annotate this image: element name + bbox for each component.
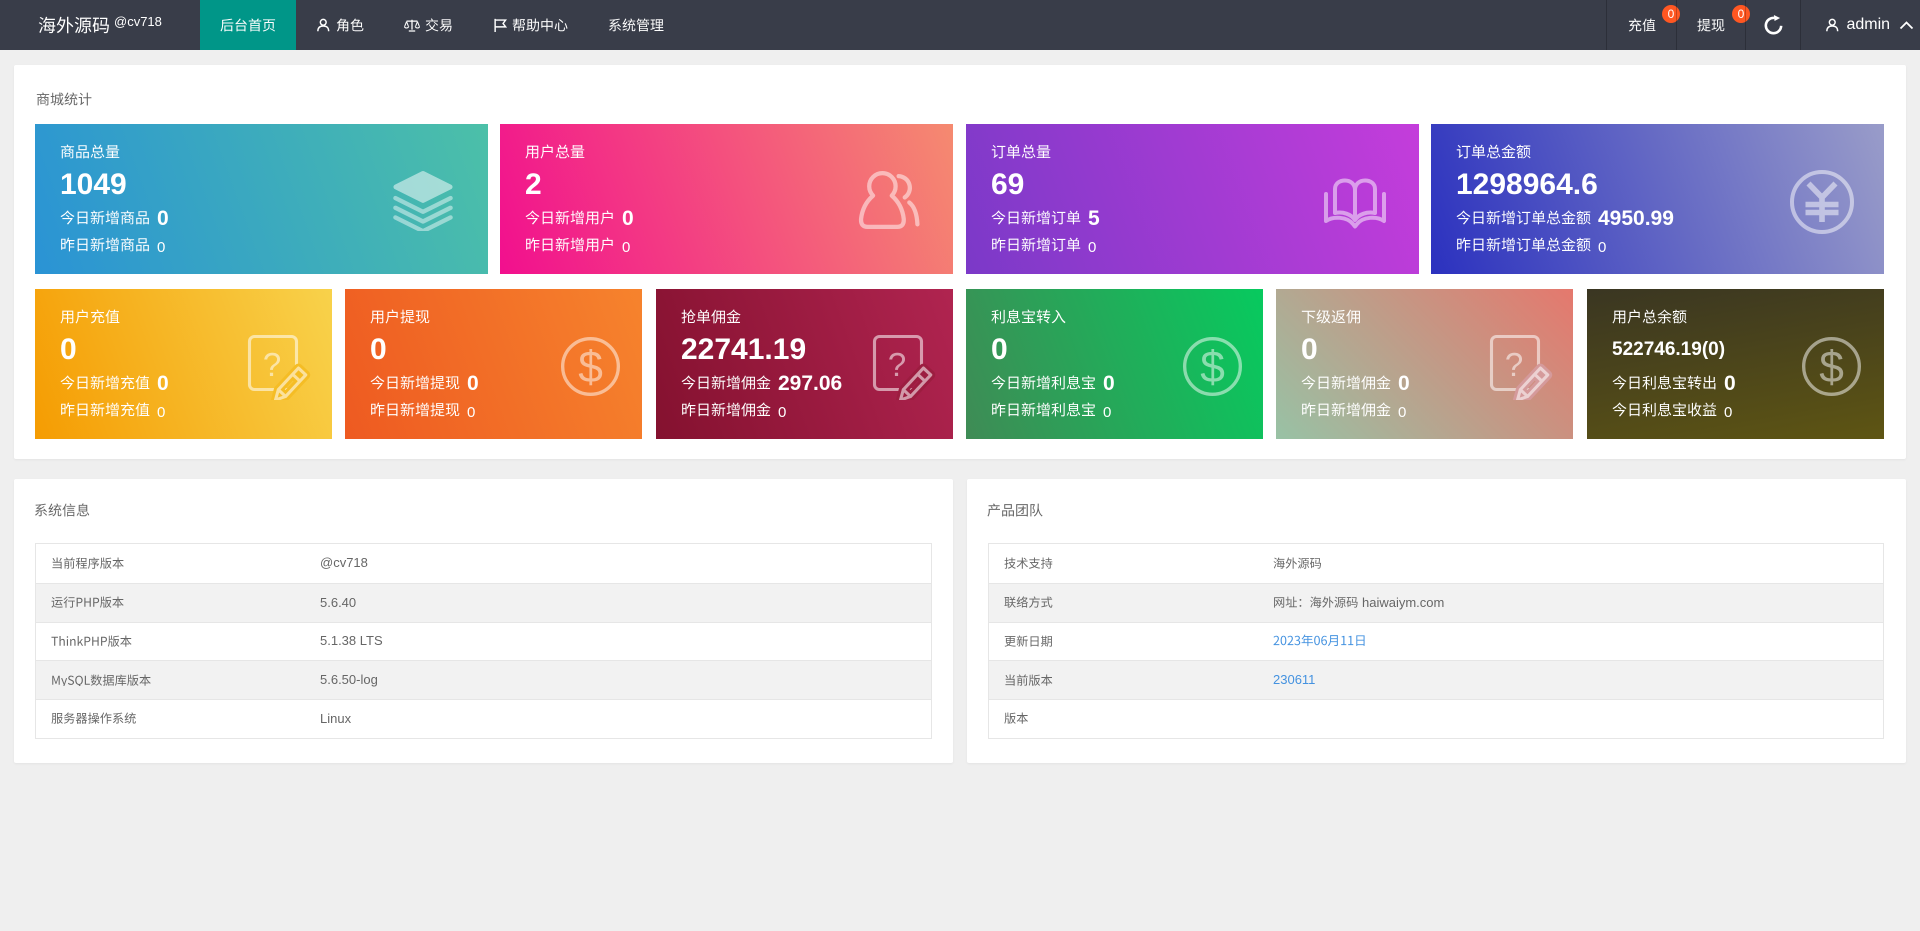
svg-text:$: $ — [1200, 343, 1225, 392]
svg-text:?: ? — [263, 346, 281, 383]
svg-text:$: $ — [1819, 343, 1844, 392]
svg-text:?: ? — [1505, 346, 1523, 383]
svg-text:$: $ — [578, 343, 603, 392]
svg-text:?: ? — [888, 346, 906, 383]
